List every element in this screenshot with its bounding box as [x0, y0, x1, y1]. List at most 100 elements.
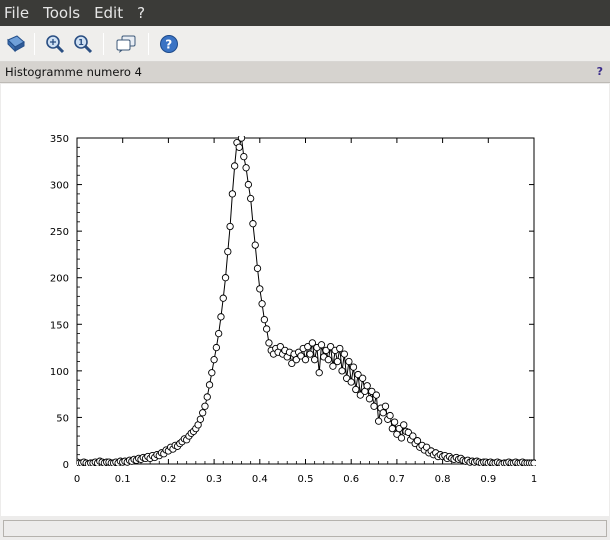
x-tick-label: 0.8 [435, 474, 451, 485]
data-point [231, 162, 239, 170]
data-point [530, 459, 536, 466]
menu-tools[interactable]: Tools [43, 4, 81, 22]
data-point [363, 382, 371, 390]
data-point [292, 356, 301, 364]
data-point [226, 222, 234, 231]
data-point [340, 350, 348, 358]
datatip-icon[interactable] [116, 34, 136, 54]
figure-title: Histogramme numero 4 [5, 65, 142, 79]
data-point [413, 437, 422, 445]
data-point [400, 421, 408, 429]
data-point [253, 264, 262, 273]
data-point [372, 391, 380, 399]
figure-title-bar: Histogramme numero 4 ? [0, 62, 610, 83]
data-point [326, 342, 335, 351]
zoom-icon[interactable] [45, 34, 65, 54]
data-point [210, 356, 218, 364]
x-tick-label: 0.2 [160, 474, 176, 485]
histogram-chart: 0 0.1 0.2 0.3 0.4 0.5 0.6 0.7 0.8 0.9 1 0 50 100 150 20… [50, 134, 537, 485]
data-point [212, 343, 221, 352]
data-point [336, 344, 344, 353]
x-tick-label: 0.5 [298, 474, 314, 485]
data-point [242, 164, 250, 172]
data-point [249, 220, 257, 228]
menu-edit[interactable]: Edit [94, 4, 124, 22]
data-point [365, 395, 374, 403]
y-tick-label: 50 [56, 413, 69, 424]
data-point [358, 374, 367, 382]
data-point [262, 325, 271, 333]
data-point [237, 136, 246, 142]
figure-help-button[interactable]: ? [596, 65, 603, 78]
data-point [235, 143, 243, 151]
data-point [315, 369, 323, 377]
x-tick-label: 1 [531, 474, 537, 485]
x-tick-label: 0.6 [343, 474, 359, 485]
data-point [304, 342, 312, 351]
data-point [306, 350, 314, 358]
data-point [219, 294, 227, 302]
data-point [288, 359, 296, 368]
data-point [310, 356, 319, 364]
x-tick-label: 0.3 [206, 474, 222, 485]
data-point [244, 180, 253, 189]
data-point [196, 415, 205, 423]
data-point [349, 363, 358, 371]
data-point [260, 315, 269, 324]
data-point [297, 352, 305, 360]
data-point [199, 409, 207, 417]
data-point [276, 342, 285, 351]
data-point [317, 341, 326, 349]
y-tick-label: 150 [50, 320, 69, 331]
menu-help[interactable]: ? [137, 4, 146, 22]
x-tick-label: 0.4 [252, 474, 268, 485]
plot-frame [76, 137, 535, 465]
menu-file[interactable]: File [4, 4, 30, 22]
status-field [3, 520, 607, 537]
data-point [354, 370, 362, 379]
zoom-reset-icon[interactable]: 1 [73, 34, 93, 54]
data-point [390, 418, 399, 426]
data-point [379, 409, 387, 417]
data-point [240, 152, 248, 161]
toolbar-separator [148, 33, 149, 55]
svg-text:?: ? [165, 38, 172, 52]
x-tick-label: 0.1 [115, 474, 131, 485]
data-point [329, 362, 337, 370]
data-point [308, 339, 317, 347]
data-point [352, 385, 360, 394]
data-point [256, 285, 264, 293]
x-tick-label: 0.9 [480, 474, 496, 485]
toolbar-separator [34, 33, 35, 55]
data-point [251, 241, 259, 249]
data-point [374, 417, 383, 425]
data-point [215, 329, 223, 338]
y-tick-label: 0 [63, 460, 69, 471]
rotate-icon[interactable] [6, 34, 26, 54]
data-point [388, 424, 396, 433]
data-point [397, 434, 406, 442]
data-point [324, 356, 332, 364]
data-point [338, 367, 346, 375]
data-point [247, 194, 255, 203]
data-point [386, 411, 394, 420]
data-point [345, 357, 353, 366]
graphic-canvas[interactable]: 0 0.1 0.2 0.3 0.4 0.5 0.6 0.7 0.8 0.9 1 0 50 100 150 20… [1, 84, 609, 516]
data-point [347, 378, 355, 386]
data-point [258, 300, 266, 308]
menu-bar: File Tools Edit ? [0, 0, 610, 26]
data-point [217, 313, 225, 321]
data-point [301, 356, 310, 364]
data-point [370, 402, 378, 410]
toolbar: 1 ? [0, 26, 610, 62]
y-tick-label: 350 [50, 134, 69, 145]
help-icon[interactable]: ? [159, 34, 179, 54]
data-point [224, 247, 232, 256]
y-tick-label: 250 [50, 227, 69, 238]
data-point [221, 274, 230, 282]
data-point [205, 381, 214, 389]
data-point [333, 357, 342, 366]
toolbar-separator [103, 33, 104, 55]
y-tick-label: 100 [50, 367, 69, 378]
